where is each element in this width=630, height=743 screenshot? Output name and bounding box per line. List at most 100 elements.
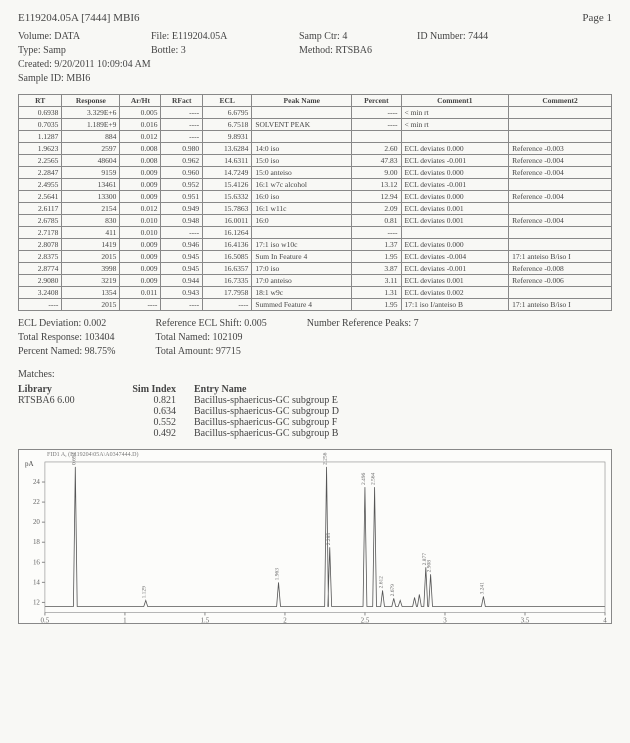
table-cell: 9159 [62, 167, 120, 179]
table-cell [509, 131, 612, 143]
pctnamed-val: 98.75% [85, 346, 116, 357]
table-header: Response [62, 95, 120, 107]
svg-text:2.256: 2.256 [323, 452, 329, 465]
table-cell: 48604 [62, 155, 120, 167]
doc-id: E119204.05A [7444] MBI6 [18, 12, 140, 24]
table-header: RFact [161, 95, 203, 107]
table-cell: 16.0011 [203, 215, 252, 227]
table-cell: Reference -0.008 [509, 263, 612, 275]
svg-text:4: 4 [603, 616, 607, 624]
table-header: Ar/Ht [120, 95, 161, 107]
id-lbl: ID Number: [417, 30, 466, 44]
table-cell: 16.7335 [203, 275, 252, 287]
svg-text:2.679: 2.679 [390, 584, 396, 597]
matches-hdr-lib: Library [18, 384, 98, 395]
table-cell: 14.6311 [203, 155, 252, 167]
match-row: RTSBA6 6.000.821Bacillus-sphaericus-GC s… [18, 395, 612, 406]
table-cell [252, 227, 352, 239]
table-cell: 1.9623 [19, 143, 62, 155]
table-cell: 6.7518 [203, 119, 252, 131]
svg-text:2.496: 2.496 [361, 472, 367, 485]
svg-text:1.963: 1.963 [275, 568, 281, 581]
table-cell: ---- [161, 227, 203, 239]
table-cell: 15:0 iso [252, 155, 352, 167]
table-cell: 1.31 [352, 287, 401, 299]
file-val: E119204.05A [172, 30, 227, 44]
table-cell: 2.8078 [19, 239, 62, 251]
table-cell: 1.1287 [19, 131, 62, 143]
table-cell: < min rt [401, 107, 509, 119]
type-lbl: Type: [18, 44, 41, 58]
table-cell: 0.012 [120, 131, 161, 143]
table-cell: 9.00 [352, 167, 401, 179]
svg-text:1.5: 1.5 [201, 616, 210, 624]
sampleid-val: MBI6 [66, 73, 90, 84]
table-cell: 0.005 [120, 107, 161, 119]
svg-text:1: 1 [123, 616, 127, 624]
svg-text:3.241: 3.241 [479, 582, 485, 595]
volume-lbl: Volume: [18, 30, 52, 44]
table-cell: 3.2408 [19, 287, 62, 299]
table-cell: 0.010 [120, 227, 161, 239]
table-cell: 17:1 anteiso B/iso I [509, 251, 612, 263]
table-row: 1.12878840.012----9.8931 [19, 131, 612, 143]
table-row: 2.5641133000.0090.95115.633216:0 iso12.9… [19, 191, 612, 203]
table-cell: ECL deviates 0.001 [401, 275, 509, 287]
match-row: 0.634Bacillus-sphaericus-GC subgroup D [18, 406, 612, 417]
table-cell [401, 227, 509, 239]
table-cell: 13300 [62, 191, 120, 203]
table-cell: 884 [62, 131, 120, 143]
type-val: Samp [43, 44, 66, 58]
refshift-lbl: Reference ECL Shift: [155, 318, 241, 329]
table-header: ECL [203, 95, 252, 107]
table-cell: 0.016 [120, 119, 161, 131]
created-lbl: Created: [18, 59, 52, 70]
table-cell: ECL deviates 0.000 [401, 167, 509, 179]
table-row: 3.240813540.0110.94317.795818:1 w9c1.31E… [19, 287, 612, 299]
table-cell: 0.6938 [19, 107, 62, 119]
svg-text:14: 14 [33, 578, 40, 586]
table-cell: 3998 [62, 263, 120, 275]
svg-text:24: 24 [33, 478, 40, 486]
match-name: Bacillus-sphaericus-GC subgroup D [194, 406, 612, 417]
table-header: Comment1 [401, 95, 509, 107]
table-cell: 0.945 [161, 263, 203, 275]
table-row: 2.837520150.0090.94516.5085Sum In Featur… [19, 251, 612, 263]
table-cell: 14.7249 [203, 167, 252, 179]
table-cell: 1419 [62, 239, 120, 251]
table-cell: 0.980 [161, 143, 203, 155]
table-cell: 0.009 [120, 275, 161, 287]
match-name: Bacillus-sphaericus-GC subgroup F [194, 417, 612, 428]
svg-text:2.285: 2.285 [326, 533, 332, 546]
table-cell: 17:1 iso w10c [252, 239, 352, 251]
totnamed-lbl: Total Named: [155, 332, 210, 343]
table-cell: 0.960 [161, 167, 203, 179]
table-cell: 0.012 [120, 203, 161, 215]
svg-text:3.5: 3.5 [521, 616, 530, 624]
table-cell: ---- [352, 107, 401, 119]
table-cell: 16:0 [252, 215, 352, 227]
table-cell: ---- [161, 107, 203, 119]
table-cell: 0.010 [120, 215, 161, 227]
table-cell: 0.011 [120, 287, 161, 299]
table-cell: Reference -0.006 [509, 275, 612, 287]
sampleid-lbl: Sample ID: [18, 73, 64, 84]
table-cell: 15.4126 [203, 179, 252, 191]
ecldev-val: 0.002 [84, 318, 107, 329]
totamt-val: 97715 [216, 346, 241, 357]
numref-val: 7 [414, 318, 419, 329]
table-cell: 830 [62, 215, 120, 227]
match-row: 0.492Bacillus-sphaericus-GC subgroup B [18, 428, 612, 439]
table-cell: ---- [161, 131, 203, 143]
table-row: 0.69383.329E+60.005----6.6795----< min r… [19, 107, 612, 119]
table-cell: ECL deviates -0.004 [401, 251, 509, 263]
svg-text:2.5: 2.5 [361, 616, 370, 624]
table-cell: 411 [62, 227, 120, 239]
table-row: 2.807814190.0090.94616.413617:1 iso w10c… [19, 239, 612, 251]
table-cell: 16.1264 [203, 227, 252, 239]
table-cell: 2.8774 [19, 263, 62, 275]
match-row: 0.552Bacillus-sphaericus-GC subgroup F [18, 417, 612, 428]
table-row: ----2015------------Summed Feature 41.95… [19, 299, 612, 311]
table-cell: 0.009 [120, 239, 161, 251]
table-cell: 3219 [62, 275, 120, 287]
